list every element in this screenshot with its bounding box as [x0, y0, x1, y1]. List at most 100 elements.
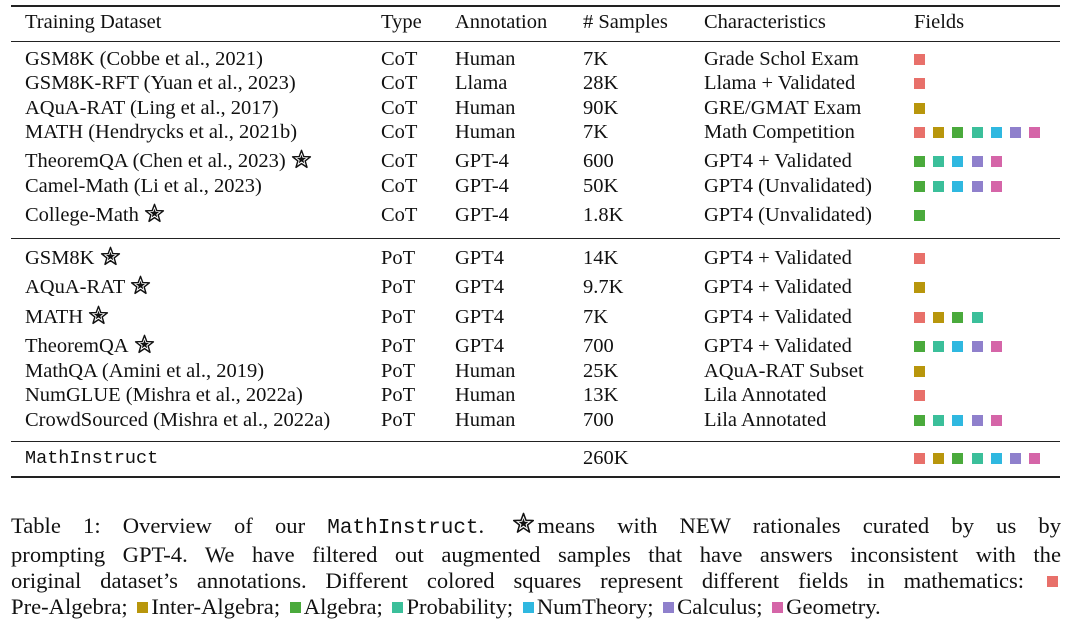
fields-squares: [914, 453, 1048, 465]
table-header-row: Training Dataset Type Annotation # Samples C…: [11, 10, 1060, 35]
field-square-probability: [971, 453, 983, 464]
dataset-characteristics: AQuA-RAT Subset: [704, 360, 864, 382]
field-square-geometry: [990, 415, 1002, 426]
column-header-samples: # Samples: [583, 11, 668, 33]
field-square-numtheory: [952, 156, 964, 167]
field-square-inter-algebra: [933, 127, 945, 138]
star-icon: [144, 203, 165, 223]
field-square-calculus: [1009, 127, 1021, 138]
star-icon: [513, 512, 535, 533]
dataset-name: CrowdSourced (Mishra et al., 2022a): [25, 409, 331, 431]
caption-line-1: Table 1: Overview of our MathInstruct. m…: [11, 512, 1061, 540]
dataset-samples: 25K: [583, 360, 619, 382]
dataset-name: NumGLUE (Mishra et al., 2022a): [25, 384, 303, 406]
dataset-name: GSM8K-RFT (Yuan et al., 2023): [25, 72, 296, 94]
field-square-probability: [971, 127, 983, 138]
dataset-characteristics: Grade Schol Exam: [704, 48, 859, 70]
legend-square-probability: [392, 602, 404, 613]
table-row: Camel-Math (Li et al., 2023) CoT GPT-4 50K G…: [11, 174, 1060, 199]
dataset-name: AQuA-RAT (Ling et al., 2017): [25, 97, 279, 119]
fields-squares: [914, 103, 933, 115]
dataset-annotation: GPT-4: [455, 150, 509, 172]
star-icon: [134, 334, 155, 354]
dataset-annotation: GPT-4: [455, 204, 509, 226]
field-square-pre-algebra: [914, 54, 925, 65]
dataset-characteristics: GPT4 + Validated: [704, 276, 852, 298]
table-rule: [11, 441, 1060, 442]
star-marker: [129, 334, 155, 360]
dataset-name: College-Math: [25, 204, 139, 226]
dataset-samples: 50K: [583, 175, 619, 197]
star-marker: [139, 203, 165, 229]
dataset-samples: 90K: [583, 97, 619, 119]
legend-square-pre-algebra: [1047, 576, 1058, 587]
dataset-characteristics: GRE/GMAT Exam: [704, 97, 862, 119]
legend-label-probability: Probability;: [406, 594, 519, 619]
dataset-type: CoT: [381, 204, 418, 226]
table-row: MATH PoT GPT4 7K GPT4 + Validated: [11, 305, 1060, 330]
star-icon: [100, 246, 121, 266]
field-square-pre-algebra: [914, 78, 925, 89]
dataset-annotation: Human: [455, 48, 516, 70]
dataset-annotation: GPT4: [455, 276, 504, 298]
column-header-type: Type: [381, 11, 422, 33]
field-square-probability: [933, 341, 945, 352]
dataset-type: CoT: [381, 72, 418, 94]
field-square-calculus: [971, 415, 983, 426]
dataset-annotation: GPT-4: [455, 175, 509, 197]
dataset-characteristics: GPT4 + Validated: [704, 306, 852, 328]
field-square-pre-algebra: [914, 453, 925, 464]
dataset-name: MATH (Hendrycks et al., 2021b): [25, 121, 298, 143]
caption-line-3-text: original dataset’s annotations. Differen…: [11, 568, 1025, 593]
dataset-annotation: Human: [455, 97, 516, 119]
dataset-annotation: GPT4: [455, 306, 504, 328]
caption-star-text: means with NEW rationales curated by us …: [537, 513, 1061, 538]
field-square-algebra: [914, 181, 925, 192]
caption-dataset-name: MathInstruct: [327, 517, 479, 540]
table-row: GSM8K-RFT (Yuan et al., 2023) CoT Llama 28K…: [11, 71, 1060, 96]
table-rule: [11, 238, 1060, 239]
total-row: MathInstruct 260K: [11, 446, 1060, 471]
total-samples: 260K: [583, 447, 629, 469]
field-square-calculus: [1009, 453, 1021, 464]
dataset-name: TheoremQA (Chen et al., 2023): [25, 150, 286, 172]
field-square-inter-algebra: [914, 282, 925, 293]
field-square-numtheory: [990, 127, 1002, 138]
dataset-name: GSM8K: [25, 247, 95, 269]
field-square-algebra: [914, 156, 925, 167]
legend-square-numtheory: [522, 602, 534, 613]
star-marker: [286, 149, 312, 175]
dataset-type: CoT: [381, 97, 418, 119]
table-row: MathQA (Amini et al., 2019) PoT Human 25K AQ…: [11, 359, 1060, 384]
caption-line-3: original dataset’s annotations. Differen…: [11, 568, 1061, 594]
table-row: TheoremQA PoT GPT4 700 GPT4 + Validated: [11, 334, 1060, 359]
dataset-characteristics: Llama + Validated: [704, 72, 856, 94]
fields-squares: [914, 156, 1010, 168]
dataset-type: CoT: [381, 121, 418, 143]
dataset-samples: 7K: [583, 121, 609, 143]
field-square-inter-algebra: [914, 366, 925, 377]
legend-square-algebra: [289, 602, 301, 613]
dataset-annotation: Human: [455, 409, 516, 431]
dataset-type: PoT: [381, 384, 416, 406]
field-square-probability: [971, 312, 983, 323]
caption-legend: Pre-Algebra; Inter-Algebra; Algebra; Pro…: [11, 594, 1061, 620]
table-row: TheoremQA (Chen et al., 2023) CoT GPT-4 600…: [11, 149, 1060, 174]
field-square-geometry: [990, 341, 1002, 352]
dataset-name: TheoremQA: [25, 335, 129, 357]
fields-squares: [914, 341, 1010, 353]
column-header-training-dataset: Training Dataset: [25, 11, 162, 33]
dataset-characteristics: GPT4 + Validated: [704, 150, 852, 172]
fields-squares: [914, 210, 933, 222]
table-caption: Table 1: Overview of our MathInstruct. m…: [11, 512, 1061, 620]
legend-label-calculus: Calculus;: [677, 594, 769, 619]
field-square-numtheory: [952, 181, 964, 192]
star-icon: [88, 305, 109, 325]
dataset-samples: 600: [583, 150, 614, 172]
field-square-pre-algebra: [914, 127, 925, 138]
field-square-geometry: [1029, 127, 1041, 138]
field-square-algebra: [952, 312, 964, 323]
caption-line-2: prompting GPT-4. We have filtered out au…: [11, 542, 1061, 567]
dataset-type: PoT: [381, 409, 416, 431]
dataset-samples: 1.8K: [583, 204, 624, 226]
